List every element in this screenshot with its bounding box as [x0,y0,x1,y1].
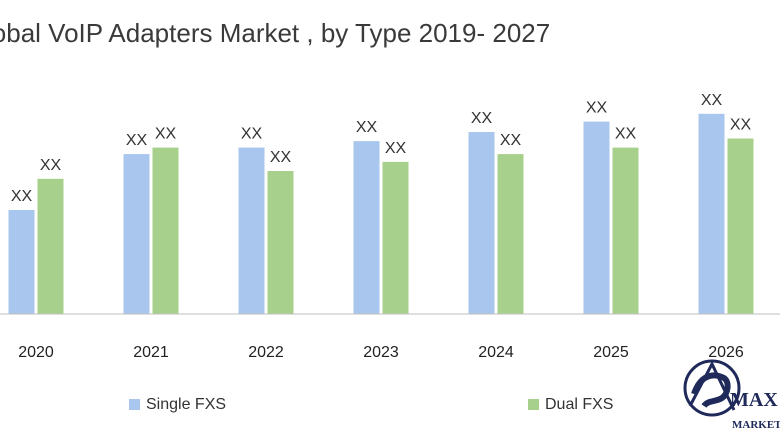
data-label-dual-fxs-2024: XX [500,132,522,149]
bar-single-fxs-2024 [468,132,495,314]
legend-label-dual: Dual FXS [545,396,614,413]
data-label-dual-fxs-2021: XX [155,126,177,143]
bar-dual-fxs-2021 [152,147,179,314]
bar-single-fxs-2022 [238,147,265,314]
data-label-single-fxs-2025: XX [586,100,608,117]
maximize-market-logo: MAX MARKET [683,359,780,431]
x-tick-label-2024: 2024 [478,344,514,361]
x-tick-label-2021: 2021 [133,344,169,361]
logo-text-line1: MAX [730,389,778,411]
bar-single-fxs-2023 [353,141,380,314]
bar-dual-fxs-2026 [727,138,754,314]
x-tick-label-2022: 2022 [248,344,284,361]
data-label-dual-fxs-2020: XX [40,157,62,174]
bar-dual-fxs-2022 [267,171,294,314]
legend-label-single: Single FXS [146,396,227,413]
bar-dual-fxs-2024 [497,154,524,314]
data-label-single-fxs-2021: XX [126,132,148,149]
x-tick-label-2020: 2020 [18,344,54,361]
bar-single-fxs-2025 [583,121,610,314]
bar-single-fxs-2020 [8,210,35,314]
x-tick-label-2023: 2023 [363,344,399,361]
bar-dual-fxs-2023 [382,161,409,314]
chart-title: lobal VoIP Adapters Market , by Type 201… [0,18,551,48]
x-tick-label-2025: 2025 [593,344,629,361]
data-label-single-fxs-2026: XX [701,92,723,109]
x-tick-label-2026: 2026 [708,344,744,361]
data-label-single-fxs-2023: XX [356,119,378,136]
legend-item-dual: Dual FXS [528,396,613,414]
data-label-single-fxs-2022: XX [241,126,263,143]
logo-text-line2: MARKET [732,419,780,431]
legend-swatch-single [129,399,140,410]
legend-swatch-dual [528,399,539,410]
legend-item-single: Single FXS [129,396,226,414]
data-label-dual-fxs-2022: XX [270,149,292,166]
data-label-single-fxs-2020: XX [11,188,33,205]
bar-single-fxs-2021 [123,154,150,314]
bar-dual-fxs-2025 [612,147,639,314]
data-label-dual-fxs-2026: XX [730,117,752,134]
data-label-dual-fxs-2025: XX [615,126,637,143]
data-label-dual-fxs-2023: XX [385,140,407,157]
data-label-single-fxs-2024: XX [471,110,493,127]
bar-single-fxs-2026 [698,113,725,314]
bar-dual-fxs-2020 [37,178,64,314]
